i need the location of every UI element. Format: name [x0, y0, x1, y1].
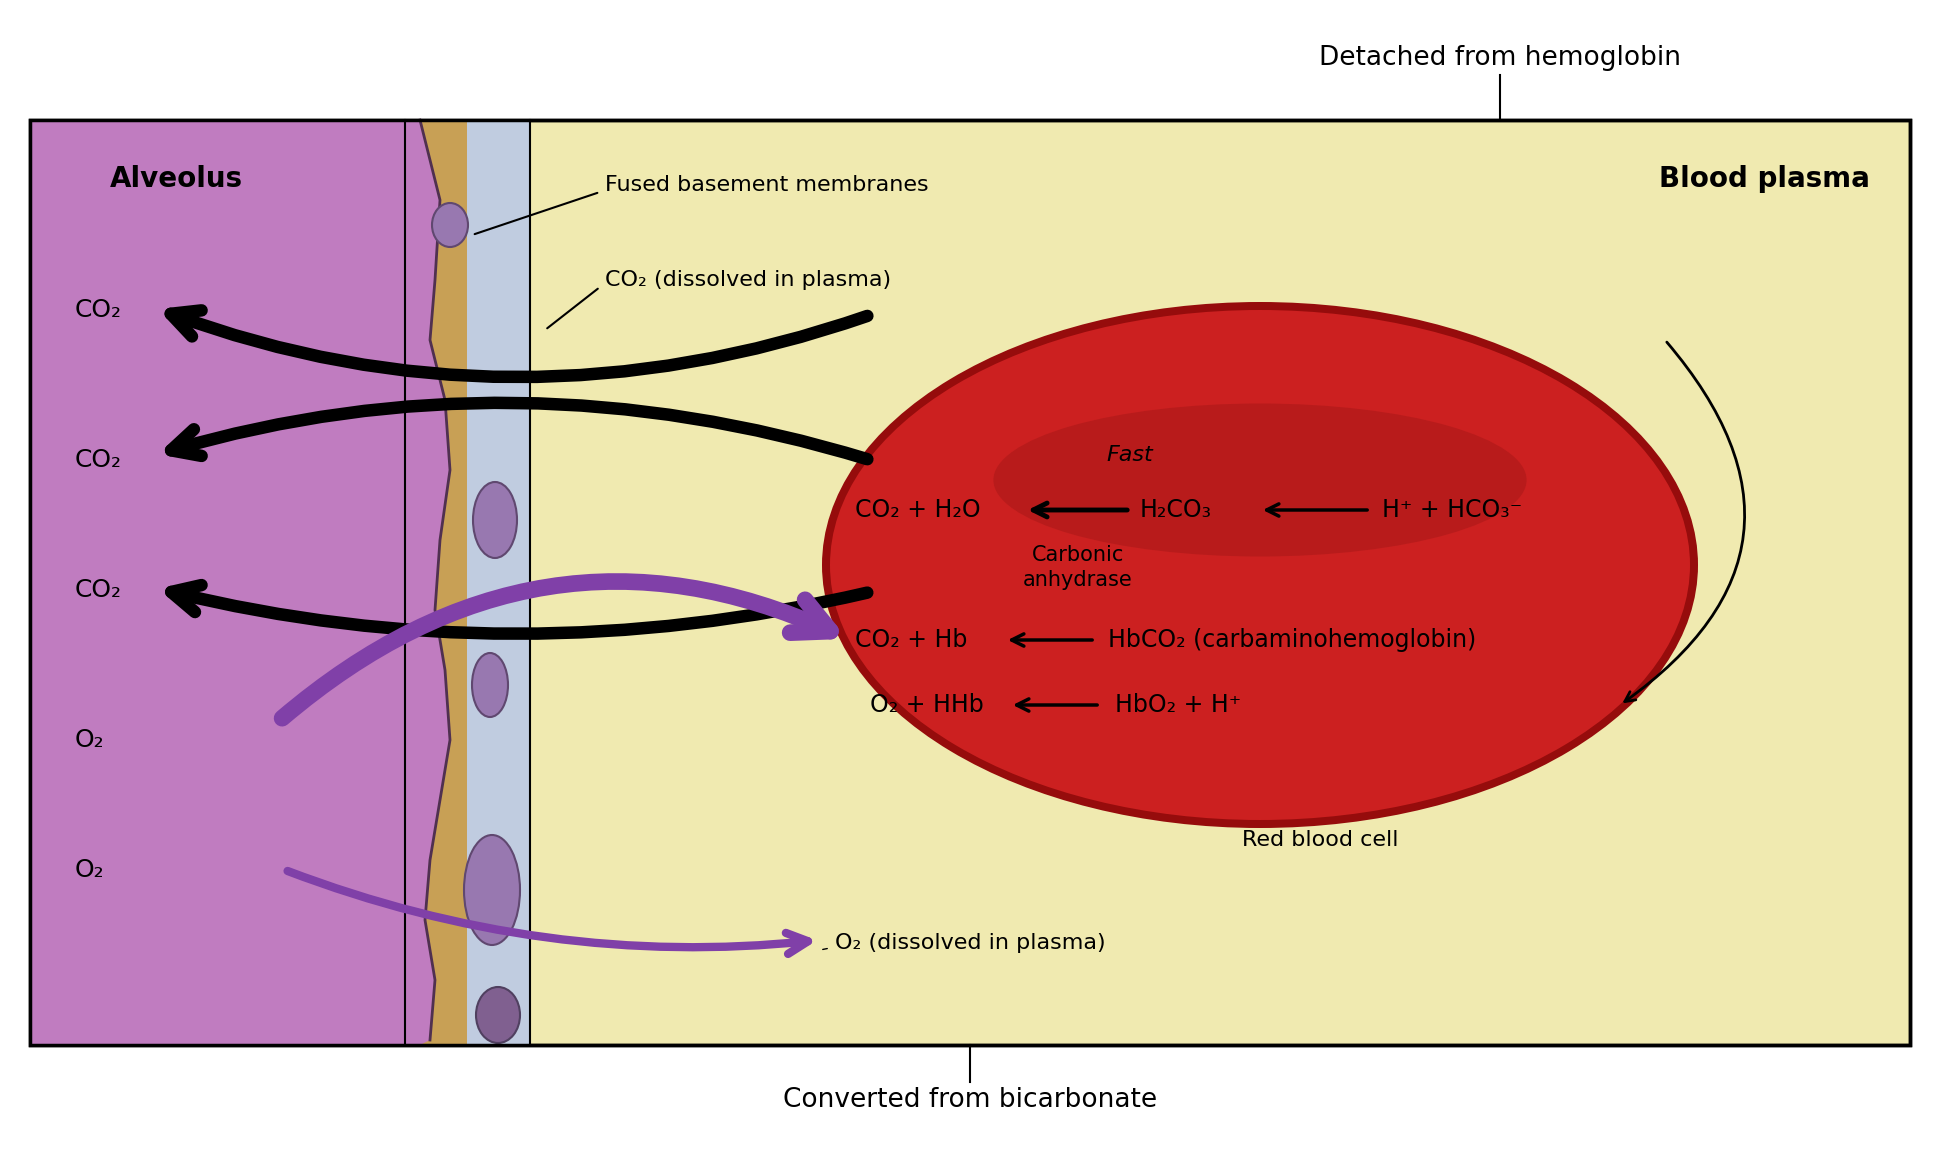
Bar [29, 120, 1910, 1045]
Text: H₂CO₃: H₂CO₃ [1140, 498, 1212, 522]
Text: Fused basement membranes: Fused basement membranes [605, 175, 929, 196]
Text: CO₂ + H₂O: CO₂ + H₂O [855, 498, 979, 522]
Bar [405, 120, 475, 1045]
Bar [29, 120, 1910, 1045]
Text: CO₂: CO₂ [76, 298, 122, 322]
Text: Alveolus: Alveolus [111, 164, 242, 193]
Text: Carbonic
anhydrase: Carbonic anhydrase [1022, 545, 1132, 590]
Ellipse shape [432, 204, 467, 247]
Ellipse shape [830, 310, 1689, 820]
Ellipse shape [822, 302, 1697, 828]
Ellipse shape [475, 987, 520, 1043]
Polygon shape [29, 120, 450, 1045]
Text: HbO₂ + H⁺: HbO₂ + H⁺ [1115, 693, 1241, 716]
Text: O₂ (dissolved in plasma): O₂ (dissolved in plasma) [834, 933, 1105, 953]
Bar [467, 120, 529, 1045]
Text: O₂: O₂ [76, 858, 105, 882]
Ellipse shape [463, 835, 520, 945]
Ellipse shape [993, 404, 1526, 557]
Text: CO₂ (dissolved in plasma): CO₂ (dissolved in plasma) [605, 270, 890, 290]
Text: CO₂: CO₂ [76, 448, 122, 471]
Text: Blood plasma: Blood plasma [1658, 164, 1869, 193]
Text: CO₂ + Hb: CO₂ + Hb [855, 628, 968, 652]
Text: HbCO₂ (carbaminohemoglobin): HbCO₂ (carbaminohemoglobin) [1107, 628, 1476, 652]
Text: O₂: O₂ [76, 728, 105, 752]
Ellipse shape [471, 653, 508, 716]
Text: O₂ + HHb: O₂ + HHb [869, 693, 983, 716]
Text: Red blood cell: Red blood cell [1241, 830, 1398, 850]
Text: Detached from hemoglobin: Detached from hemoglobin [1319, 45, 1679, 71]
Ellipse shape [473, 482, 516, 558]
Bar [29, 120, 419, 1045]
Text: CO₂: CO₂ [76, 578, 122, 601]
Text: Fast: Fast [1105, 445, 1154, 465]
Text: Converted from bicarbonate: Converted from bicarbonate [783, 1087, 1156, 1113]
Text: H⁺ + HCO₃⁻: H⁺ + HCO₃⁻ [1381, 498, 1522, 522]
